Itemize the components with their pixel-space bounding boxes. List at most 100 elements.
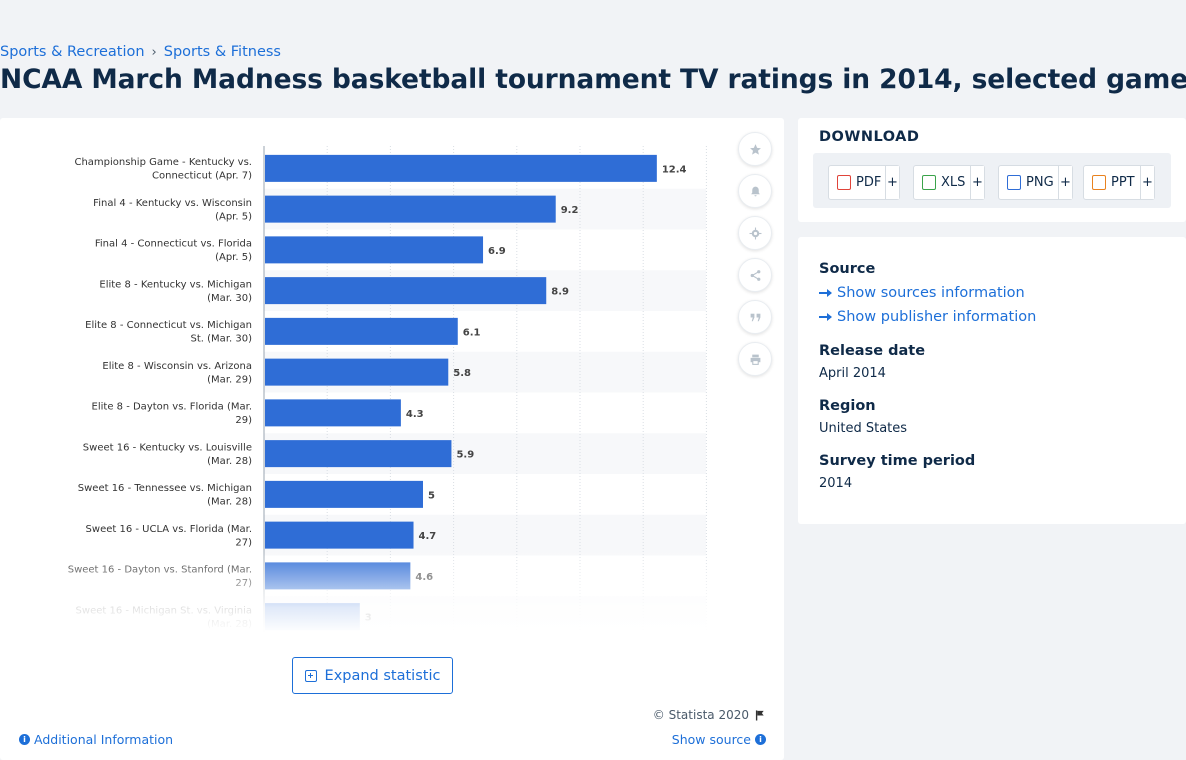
region-value: United States [819, 421, 908, 436]
ppt-file-icon [1092, 175, 1106, 190]
xls-file-icon [922, 175, 936, 190]
category-label: Sweet 16 - Michigan St. vs. Virginia [76, 605, 252, 616]
download-ppt-button[interactable]: PPT + [1083, 165, 1155, 200]
arrow-right-icon [819, 313, 832, 321]
category-label: Final 4 - Connecticut vs. Florida [95, 239, 252, 250]
data-label: 4.6 [415, 572, 433, 583]
data-label: 5 [428, 490, 435, 501]
arrow-right-icon [819, 289, 832, 297]
category-label: Sweet 16 - Kentucky vs. Louisville [83, 442, 252, 453]
print-icon[interactable] [738, 342, 772, 376]
show-source-label: Show source [671, 732, 751, 747]
category-label: (Apr. 5) [215, 211, 252, 222]
expand-statistic-button[interactable]: Expand statistic [292, 657, 453, 694]
download-card: DOWNLOAD PDF + XLS + PNG + [798, 118, 1186, 222]
xls-label: XLS [941, 175, 966, 190]
data-label: 6.9 [488, 246, 506, 257]
show-sources-label: Show sources information [837, 285, 1025, 301]
expand-statistic-label: Expand statistic [324, 667, 441, 684]
xls-plus-button[interactable]: + [970, 166, 984, 199]
bar-chart: 12.4 Championship Game - Kentucky vs. Conn… [68, 146, 707, 633]
metadata-card: Source Show sources information Show pub… [798, 237, 1186, 524]
flag-icon[interactable] [755, 709, 766, 721]
bar [265, 358, 449, 386]
breadcrumb: Sports & Recreation › Sports & Fitness [0, 44, 281, 60]
data-label: 9.2 [561, 205, 579, 216]
category-label: 29) [235, 415, 252, 426]
data-label: 4.7 [419, 531, 437, 542]
share-icon[interactable] [738, 258, 772, 292]
release-date-label: Release date [819, 343, 926, 359]
category-label: Elite 8 - Wisconsin vs. Arizona [102, 361, 252, 372]
ppt-plus-button[interactable]: + [1140, 166, 1154, 199]
ppt-label: PPT [1111, 175, 1135, 190]
category-label: Sweet 16 - Tennessee vs. Michigan [78, 483, 252, 494]
bar [265, 480, 423, 508]
png-plus-button[interactable]: + [1058, 166, 1072, 199]
breadcrumb-item-sports-fitness[interactable]: Sports & Fitness [163, 44, 281, 60]
category-label: 27) [235, 578, 252, 589]
category-label: 27) [235, 537, 252, 548]
data-label: 4.3 [406, 409, 424, 420]
bar [265, 154, 657, 182]
pdf-label: PDF [856, 175, 882, 190]
show-source-link[interactable]: Show source i [672, 732, 766, 747]
png-file-icon [1007, 175, 1021, 190]
bar [265, 317, 458, 345]
breadcrumb-item-sports-recreation[interactable]: Sports & Recreation [0, 44, 145, 60]
source-label: Source [819, 261, 876, 277]
bar [265, 236, 484, 264]
download-pdf-button[interactable]: PDF + [828, 165, 900, 200]
expand-icon [304, 669, 317, 682]
category-label: (Mar. 28) [207, 619, 252, 630]
data-label: 6.1 [463, 327, 481, 338]
category-label: Championship Game - Kentucky vs. [74, 157, 252, 168]
show-sources-link[interactable]: Show sources information [819, 285, 1025, 301]
download-xls-button[interactable]: XLS + [913, 165, 985, 200]
data-label: 12.4 [662, 164, 687, 175]
data-label: 3 [365, 613, 372, 624]
star-icon[interactable] [738, 132, 772, 166]
bar [265, 440, 452, 468]
data-label: 8.9 [551, 287, 569, 298]
survey-period-value: 2014 [819, 476, 853, 491]
bell-icon[interactable] [738, 174, 772, 208]
chart-card: 12.4 Championship Game - Kentucky vs. Conn… [0, 118, 784, 760]
show-publisher-label: Show publisher information [837, 309, 1037, 325]
category-label: (Mar. 28) [207, 456, 252, 467]
category-label: Elite 8 - Kentucky vs. Michigan [99, 279, 252, 290]
region-label: Region [819, 398, 876, 414]
png-label: PNG [1026, 175, 1054, 190]
info-icon: i [755, 734, 766, 745]
additional-information-link[interactable]: i Additional Information [19, 732, 173, 747]
release-date-value: April 2014 [819, 366, 886, 381]
category-label: (Mar. 28) [207, 497, 252, 508]
copyright-text: © Statista 2020 [652, 708, 749, 722]
quote-icon[interactable] [738, 300, 772, 334]
show-publisher-link[interactable]: Show publisher information [819, 309, 1036, 325]
chart-toolbar [738, 132, 772, 384]
bar [265, 521, 414, 549]
bar [265, 603, 360, 631]
category-label: Elite 8 - Dayton vs. Florida (Mar. [92, 402, 252, 413]
gear-icon[interactable] [738, 216, 772, 250]
bar [265, 562, 411, 590]
data-label: 5.9 [456, 450, 474, 461]
category-label: (Mar. 29) [207, 374, 252, 385]
copyright: © Statista 2020 [653, 708, 766, 722]
bar [265, 399, 401, 427]
download-png-button[interactable]: PNG + [998, 165, 1073, 200]
category-label: (Mar. 30) [207, 293, 252, 304]
pdf-plus-button[interactable]: + [885, 166, 899, 199]
category-label: Sweet 16 - UCLA vs. Florida (Mar. [86, 524, 252, 535]
category-label: St. (Mar. 30) [191, 334, 253, 345]
pdf-file-icon [837, 175, 851, 190]
survey-period-label: Survey time period [819, 453, 976, 469]
data-label: 5.8 [453, 368, 471, 379]
category-label: Connecticut (Apr. 7) [152, 171, 252, 182]
category-label: (Apr. 5) [215, 252, 252, 263]
bar [265, 195, 556, 223]
category-label: Final 4 - Kentucky vs. Wisconsin [93, 198, 252, 209]
category-label: Elite 8 - Connecticut vs. Michigan [85, 320, 252, 331]
breadcrumb-separator: › [151, 44, 157, 60]
